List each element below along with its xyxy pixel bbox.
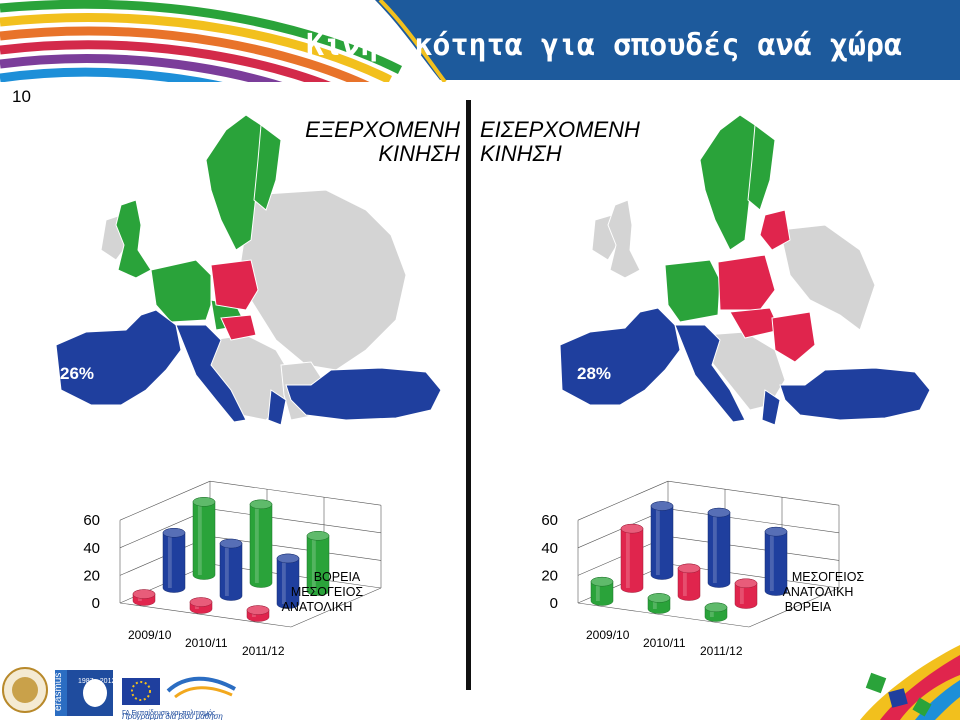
x-tick-label: 2010/11 — [185, 636, 228, 650]
x-tick-label: 2009/10 — [128, 628, 172, 642]
bar — [276, 553, 300, 609]
erasmus-logo: erasmus 1987 - 2012 — [53, 670, 115, 716]
bar — [306, 531, 330, 596]
ministry-text: ΓΔ Εκπαίδευση και πολιτισμός — [122, 709, 216, 717]
lifelong-learning-logo — [166, 676, 236, 699]
region-east — [717, 209, 816, 363]
bar — [162, 528, 186, 593]
bar — [647, 593, 671, 614]
x-tick-label: 2011/12 — [242, 644, 285, 655]
legend-label: ΜΕΣΟΓΕΙΟΣ — [792, 570, 865, 584]
legend-label: ΑΝΑΤΟΛΙΚΗ — [783, 585, 854, 599]
chart-outgoing: 0 20 40 60 2009/10 2010/11 2011/12 ΒΟΡΕΙΑΜΕΣΟΓΕ… — [83, 480, 382, 655]
erasmus-text: erasmus — [53, 673, 64, 711]
incoming-label-line2: ΚΙΝΗΣΗ — [480, 141, 562, 166]
bar — [219, 538, 243, 601]
rainbow-swoosh — [0, 0, 960, 95]
bar — [704, 602, 728, 622]
bar — [132, 589, 156, 606]
region-north — [115, 114, 282, 331]
europe-map-outgoing — [55, 114, 442, 426]
x-tick-label: 2010/11 — [643, 636, 686, 650]
bar — [707, 507, 731, 588]
panel-divider — [466, 100, 471, 690]
bar — [764, 526, 788, 596]
bar — [249, 499, 273, 588]
y-tick-label: 20 — [83, 567, 100, 584]
incoming-label: ΕΙΣΕΡΧΟΜΕΝΗ ΚΙΝΗΣΗ — [480, 118, 680, 166]
region-north — [607, 114, 776, 323]
bar — [590, 576, 614, 606]
y-tick-label: 20 — [541, 567, 558, 584]
outgoing-label: ΕΞΕΡΧΟΜΕΝΗ ΚΙΝΗΣΗ — [284, 118, 460, 166]
incoming-label-line1: ΕΙΣΕΡΧΟΜΕΝΗ — [480, 117, 640, 142]
legend-label: ΑΝΑΤΟΛΙΚΗ — [282, 600, 353, 614]
chart-incoming: 0 20 40 60 2009/10 2010/11 2011/12 ΜΕΣΟΓΕΙΟΣΑΝΑ… — [541, 480, 865, 655]
y-tick-label: 60 — [541, 512, 558, 529]
header-banner: Κινητικότητα για σπουδές ανά χώρα — [0, 0, 960, 95]
university-seal-logo — [2, 667, 48, 713]
bar — [246, 605, 270, 622]
footer-logos: erasmus 1987 - 2012 ΓΔ Εκπαίδευση και πο… — [2, 645, 960, 720]
legend-label: ΒΟΡΕΙΑ — [785, 600, 832, 614]
x-tick-label: 2009/10 — [586, 628, 630, 642]
y-tick-label: 0 — [92, 595, 100, 612]
incoming-percent: 28% — [577, 364, 612, 383]
outgoing-label-line2: ΚΙΝΗΣΗ — [378, 141, 460, 166]
programme-text: Πρόγραμμα διά βίου μάθηση — [122, 712, 223, 720]
bar — [189, 597, 213, 614]
region-east — [210, 259, 259, 341]
legend-label: ΒΟΡΕΙΑ — [314, 570, 361, 584]
bar — [192, 497, 216, 580]
eu-flag-icon — [122, 678, 160, 705]
y-tick-label: 40 — [83, 540, 100, 557]
bar — [677, 563, 701, 601]
europe-map-incoming — [559, 114, 931, 426]
y-tick-label: 40 — [541, 540, 558, 557]
y-tick-label: 0 — [550, 595, 558, 612]
header-bar — [375, 0, 960, 80]
legend-label: ΜΕΣΟΓΕΙΟΣ — [291, 585, 364, 599]
bar — [620, 523, 644, 593]
bar — [650, 501, 674, 580]
y-tick-label: 60 — [83, 512, 100, 529]
bar — [734, 578, 758, 609]
slide-number: 10 — [12, 87, 31, 106]
x-tick-label: 2011/12 — [700, 644, 743, 655]
erasmus-years: 1987 - 2012 — [78, 678, 115, 685]
page-title: Κινητικότητα για σπουδές ανά χώρα — [305, 28, 902, 63]
outgoing-label-line1: ΕΞΕΡΧΟΜΕΝΗ — [305, 117, 460, 142]
outgoing-percent: 26% — [60, 364, 95, 383]
region-mediterranean — [55, 309, 442, 426]
puzzle-ornament-icon — [860, 645, 960, 720]
region-mediterranean — [559, 307, 931, 426]
